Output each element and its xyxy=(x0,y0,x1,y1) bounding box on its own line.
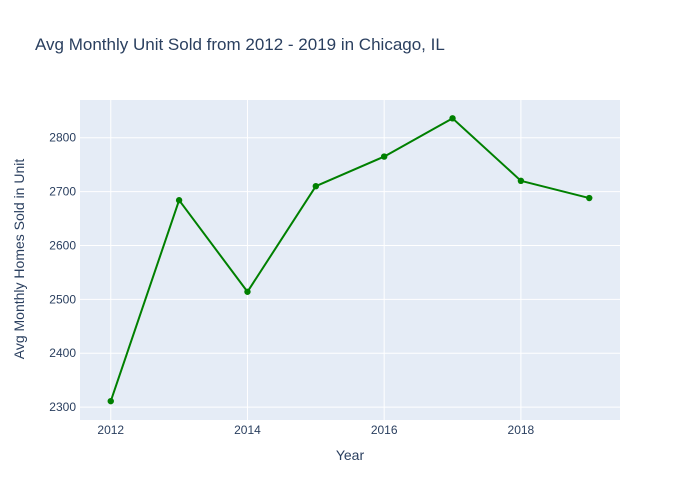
y-tick-label: 2700 xyxy=(49,185,76,199)
y-tick-label: 2300 xyxy=(49,400,76,414)
data-point[interactable] xyxy=(107,397,114,405)
plot-area xyxy=(80,100,620,420)
x-tick-label: 2018 xyxy=(508,423,535,437)
y-axis-ticks: 2300 2400 2500 2600 2700 2800 xyxy=(49,131,76,414)
x-tick-label: 2016 xyxy=(371,423,398,437)
gridlines xyxy=(80,100,620,420)
x-axis-ticks: 2012 2014 2016 2018 xyxy=(97,423,534,437)
y-tick-label: 2600 xyxy=(49,238,76,252)
x-tick-label: 2014 xyxy=(234,423,261,437)
x-axis-title: Year xyxy=(336,447,365,463)
y-tick-label: 2500 xyxy=(49,292,76,306)
series-layer xyxy=(107,115,593,405)
data-point[interactable] xyxy=(312,182,320,190)
y-axis-title: Avg Monthly Homes Sold in Unit xyxy=(11,159,27,360)
data-point[interactable] xyxy=(380,153,388,160)
data-point[interactable] xyxy=(586,194,593,202)
chart-title: Avg Monthly Unit Sold from 2012 - 2019 i… xyxy=(35,35,445,54)
data-point[interactable] xyxy=(244,288,251,295)
data-point[interactable] xyxy=(517,177,525,185)
data-point[interactable] xyxy=(175,197,183,204)
series-line xyxy=(109,117,590,402)
data-point[interactable] xyxy=(449,115,456,122)
y-tick-label: 2400 xyxy=(49,346,76,360)
y-tick-label: 2800 xyxy=(49,131,76,145)
x-tick-label: 2012 xyxy=(97,423,124,437)
